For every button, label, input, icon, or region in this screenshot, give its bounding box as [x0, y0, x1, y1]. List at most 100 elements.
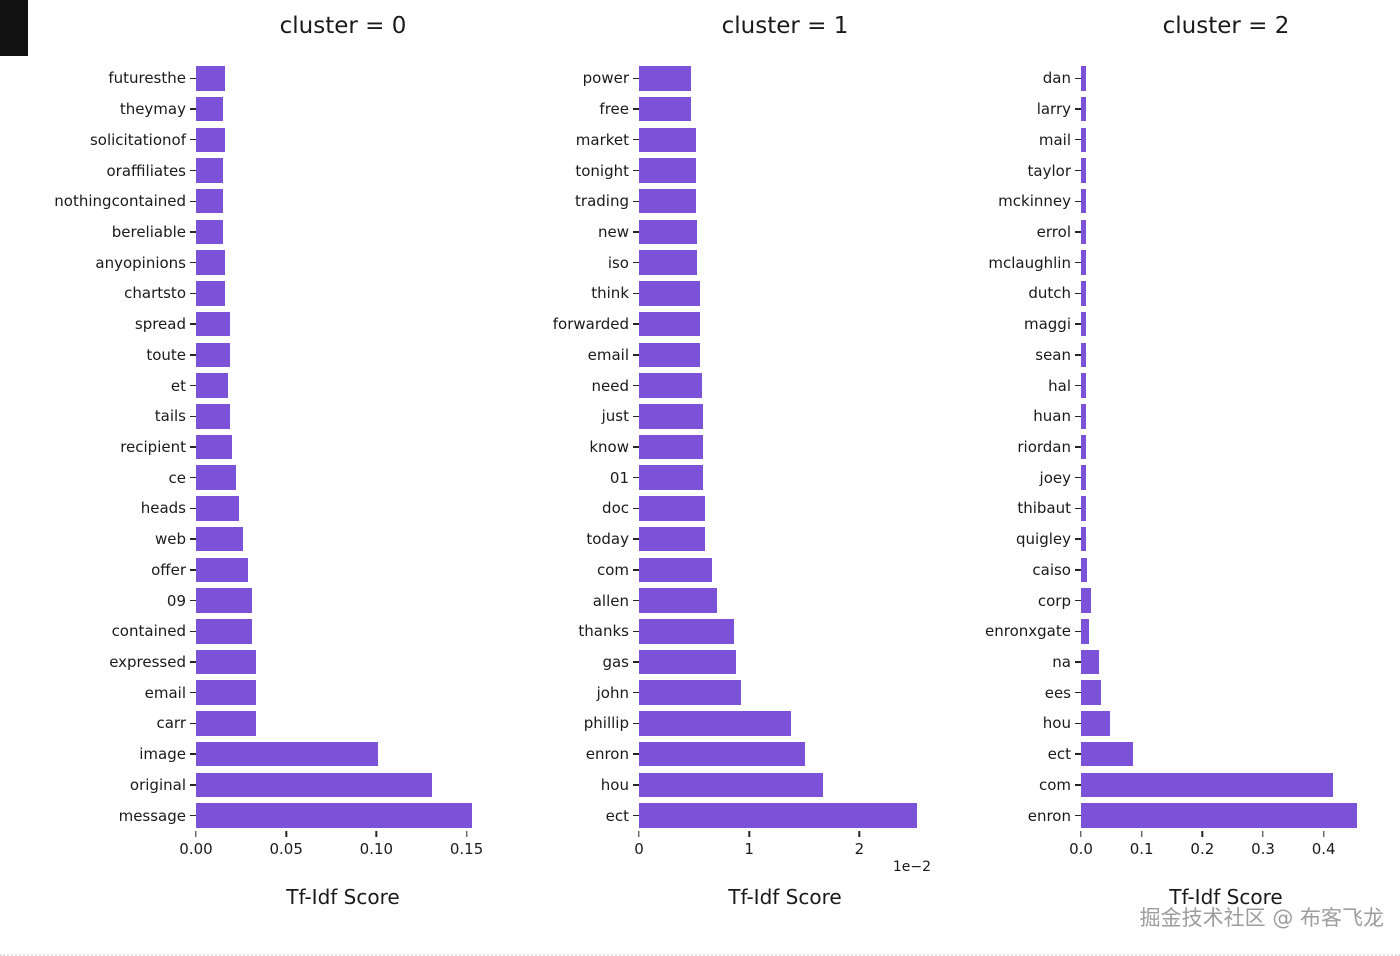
bar [639, 373, 702, 398]
bar-track [196, 711, 490, 736]
x-tick-mark [1080, 830, 1082, 837]
x-tick-mark [375, 830, 378, 837]
bar-row: contained [20, 616, 490, 647]
bar [196, 465, 236, 490]
y-tick-mark [633, 354, 639, 356]
bar-row: need [490, 370, 931, 401]
y-tick-mark [190, 630, 196, 632]
y-tick-label: dutch [1028, 284, 1071, 303]
bar-track [1081, 619, 1371, 644]
y-tick-label: na [1052, 653, 1071, 672]
bar-track [196, 219, 490, 245]
bar-row: ees [931, 677, 1371, 708]
y-tick-label: hal [1048, 376, 1071, 395]
bar [639, 772, 823, 798]
bar-track [196, 588, 490, 613]
bar-track [196, 342, 490, 368]
bar [196, 434, 233, 460]
x-tick-label: 0.15 [449, 839, 484, 858]
bar [1081, 741, 1133, 767]
x-tick-mark [465, 830, 468, 837]
y-tick-label: expressed [109, 653, 186, 672]
y-tick-mark [190, 231, 196, 233]
y-tick-label: corp [1037, 591, 1071, 610]
bar [639, 741, 806, 767]
y-tick-mark [633, 722, 639, 725]
y-tick-label: think [591, 284, 629, 303]
y-tick-mark [190, 139, 196, 141]
x-tick-mark [748, 830, 750, 837]
y-tick-mark [190, 292, 196, 295]
bar-track [639, 772, 931, 798]
y-tick-mark [633, 415, 639, 417]
bar-track [1081, 741, 1371, 767]
x-tick-label: 0 [634, 839, 644, 858]
y-tick-mark [633, 200, 639, 202]
bar [1081, 557, 1088, 583]
y-tick-mark [633, 630, 639, 632]
y-tick-label: original [129, 775, 186, 794]
y-tick-mark [1075, 814, 1081, 817]
bar-row: email [20, 677, 490, 708]
y-tick-label: ect [1047, 745, 1071, 764]
x-axis-label-row: Tf-Idf Score [1081, 885, 1371, 909]
y-tick-mark [1075, 108, 1081, 110]
bar-track [1081, 465, 1371, 490]
bar-track [196, 373, 490, 398]
bar-track [1081, 496, 1371, 521]
bar-chart-cluster-2: cluster = 2 dan larry mail taylor mckinney er… [931, 0, 1400, 909]
bar-track [196, 188, 490, 214]
y-tick-label: mclaughlin [988, 253, 1071, 272]
bar-track [1081, 649, 1371, 675]
bar-row: dan [931, 63, 1371, 94]
bar-track [1081, 434, 1371, 460]
bar-row: corp [931, 585, 1371, 616]
x-axis: 0.0 0.1 0.2 0.3 0.4 [1069, 830, 1371, 867]
bar-row: futuresthe [20, 63, 490, 94]
bar-track [639, 526, 931, 552]
y-tick-mark [633, 231, 639, 233]
y-tick-mark [190, 446, 196, 448]
y-tick-label: tails [154, 407, 186, 426]
bar-track [1081, 803, 1371, 828]
y-tick-label: taylor [1027, 161, 1071, 180]
bar-row: phillip [490, 708, 931, 739]
y-tick-mark [1075, 200, 1081, 202]
bar-track [1081, 526, 1371, 552]
bar-track [1081, 588, 1371, 613]
bar-row: nothingcontained [20, 186, 490, 217]
bar-track [196, 649, 490, 675]
y-tick-mark [1075, 446, 1081, 448]
bar-row: email [490, 339, 931, 370]
y-tick-mark [1075, 538, 1081, 540]
y-tick-mark [633, 261, 639, 264]
bar-row: toute [20, 339, 490, 370]
y-tick-label: phillip [583, 714, 629, 733]
bar-track [639, 557, 931, 583]
bar-track [639, 434, 931, 460]
bar [1081, 803, 1358, 828]
bar-track [196, 557, 490, 583]
y-tick-mark [190, 200, 196, 202]
y-tick-mark [190, 722, 196, 725]
bar-row: web [20, 524, 490, 555]
y-tick-label: sean [1035, 345, 1071, 364]
bar-row: chartsto [20, 278, 490, 309]
y-tick-label: com [1038, 775, 1071, 794]
bar [1081, 188, 1086, 214]
bar [196, 741, 379, 767]
bar [639, 342, 700, 368]
bar-track [196, 434, 490, 460]
y-tick-label: just [601, 407, 629, 426]
bar-track [196, 465, 490, 490]
y-tick-label: mail [1038, 130, 1071, 149]
y-tick-mark [1075, 661, 1081, 663]
bar [639, 496, 706, 521]
y-tick-label: market [575, 130, 629, 149]
bar-track [639, 127, 931, 153]
bar-track [639, 649, 931, 675]
bar-row: 01 [490, 462, 931, 493]
bar-row: think [490, 278, 931, 309]
y-tick-mark [633, 77, 639, 80]
y-tick-label: oraffiliates [106, 161, 187, 180]
